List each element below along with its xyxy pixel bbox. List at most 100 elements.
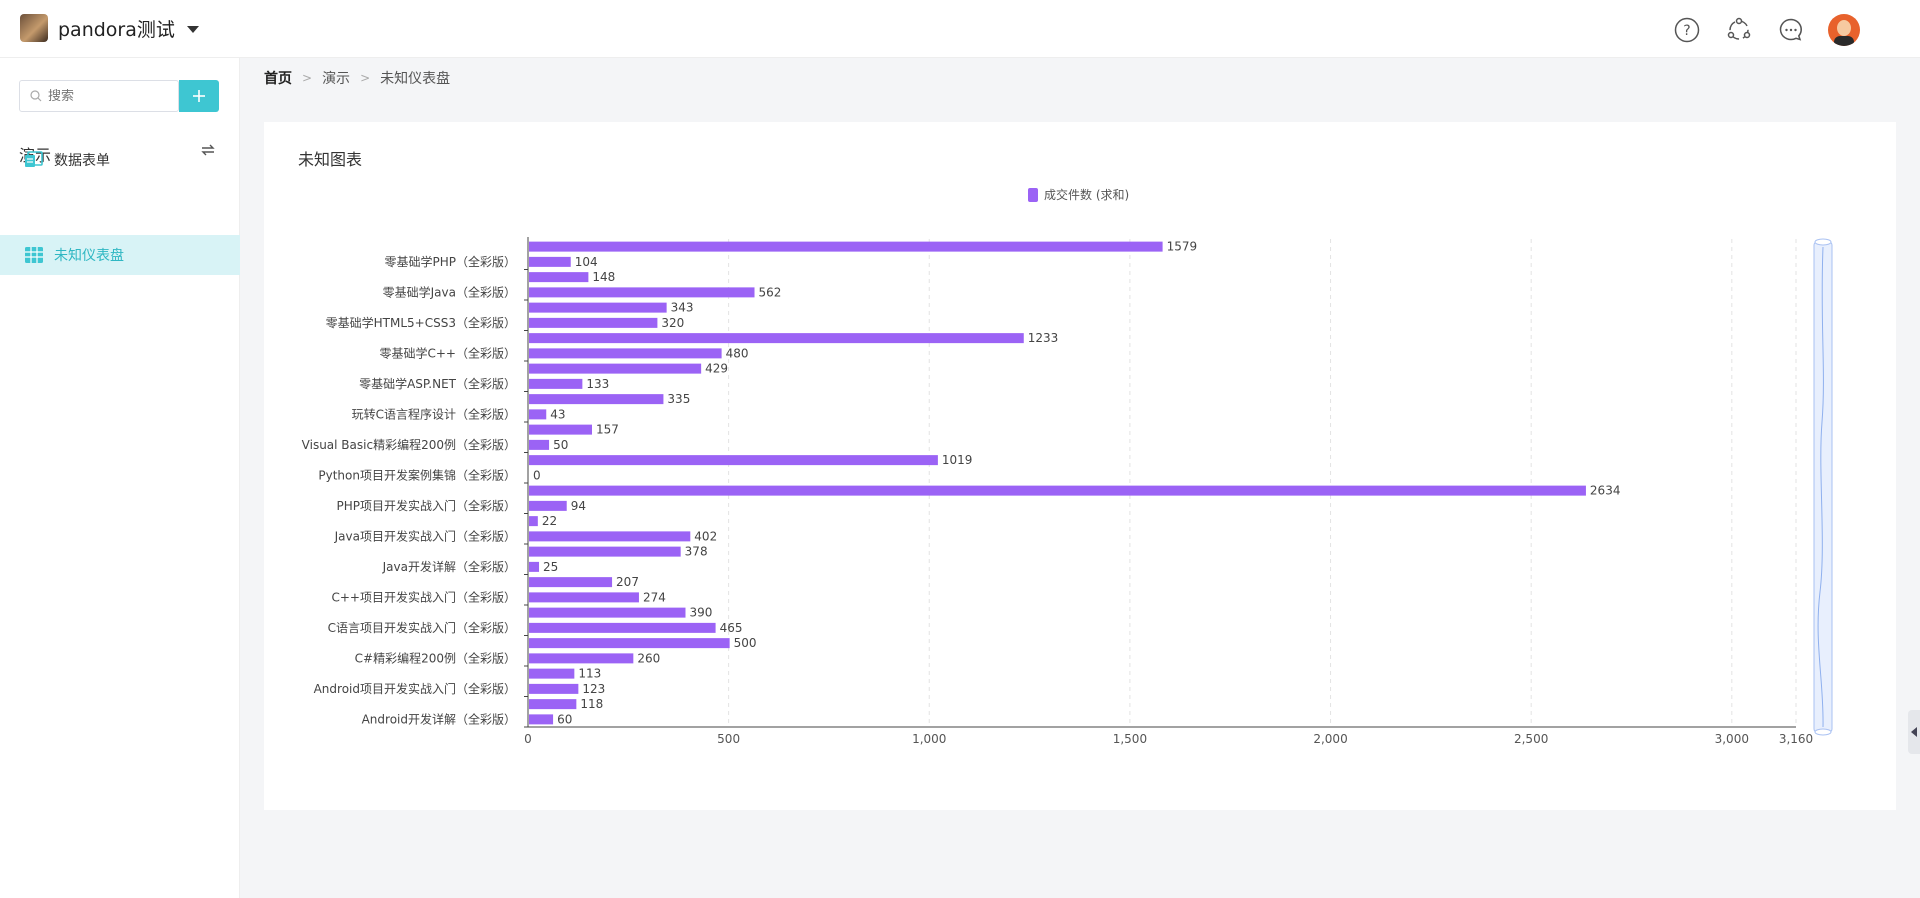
message-icon[interactable] (1776, 15, 1806, 45)
breadcrumb-current: 未知仪表盘 (380, 71, 451, 87)
data-label: 562 (759, 285, 782, 299)
y-tick-label: 零基础学Java（全彩版） (383, 284, 516, 299)
legend-swatch (1028, 187, 1038, 202)
data-label: 22 (542, 514, 557, 528)
bar (529, 531, 691, 542)
caret-left-icon (1911, 727, 1917, 737)
bar (529, 653, 634, 664)
help-icon[interactable]: ? (1672, 15, 1702, 45)
x-tick-label: 3,000 (1715, 732, 1749, 746)
sidebar-item-label: 未知仪表盘 (54, 248, 124, 264)
y-tick-label: Visual Basic精彩编程200例（全彩版） (302, 437, 516, 452)
bar (529, 500, 567, 511)
breadcrumb: 首页 > 演示 > 未知仪表盘 (264, 68, 450, 88)
data-label: 1019 (942, 453, 973, 467)
data-label: 335 (667, 392, 690, 406)
y-tick-label: 玩转C语言程序设计（全彩版） (352, 406, 516, 421)
bar (529, 287, 755, 298)
data-label: 402 (694, 529, 717, 543)
y-tick-label: 零基础学ASP.NET（全彩版） (359, 376, 516, 391)
bar (529, 409, 547, 420)
bar (529, 348, 722, 359)
zoom-slider-trend (1817, 246, 1824, 728)
data-label: 207 (616, 575, 639, 589)
data-label: 133 (586, 377, 609, 391)
data-label: 500 (734, 636, 757, 650)
bar (529, 302, 667, 313)
y-tick-label: Android开发详解（全彩版） (362, 711, 516, 726)
swap-icon[interactable] (200, 142, 216, 162)
search-icon (30, 90, 42, 102)
data-label: 429 (705, 362, 728, 376)
add-button[interactable] (179, 80, 219, 112)
x-tick-label: 2,500 (1514, 732, 1548, 746)
y-tick-label: C++项目开发实战入门（全彩版） (332, 589, 517, 604)
app-logo (20, 14, 48, 42)
data-label: 465 (720, 621, 743, 635)
data-label: 390 (689, 606, 712, 620)
sidebar-item-label: 数据表单 (54, 153, 110, 169)
data-label: 94 (571, 499, 586, 513)
plus-icon (193, 90, 205, 102)
caret-down-icon[interactable] (186, 26, 199, 33)
sidebar-item-unknown-dashboard[interactable]: 未知仪表盘 (0, 235, 240, 275)
bar (529, 577, 613, 588)
y-tick-label: Python项目开发案例集锦（全彩版） (318, 467, 516, 482)
legend-label: 成交件数 (求和) (1044, 188, 1130, 202)
x-tick-label: 3,160 (1779, 732, 1813, 746)
breadcrumb-home[interactable]: 首页 (264, 71, 292, 87)
zoom-handle-bottom (1814, 728, 1832, 736)
search-input[interactable] (48, 88, 158, 104)
bar (529, 333, 1024, 344)
app-switcher[interactable]: pandora测试 (20, 14, 199, 42)
x-tick-label: 0 (524, 732, 532, 746)
form-icon (25, 151, 43, 167)
y-tick-label: 零基础学C++（全彩版） (380, 345, 517, 360)
breadcrumb-demo[interactable]: 演示 (322, 71, 351, 87)
bar (529, 622, 716, 633)
y-tick-label: C语言项目开发实战入门（全彩版） (328, 620, 516, 635)
bar (529, 607, 686, 618)
collapse-handle[interactable] (1908, 710, 1920, 754)
y-tick-label: C#精彩编程200例（全彩版） (355, 650, 516, 665)
bar (529, 256, 571, 267)
chevron-right-icon: > (302, 71, 313, 85)
bar (529, 699, 577, 710)
data-label: 274 (643, 590, 666, 604)
x-tick-label: 1,500 (1113, 732, 1147, 746)
bar (529, 363, 702, 374)
bar (529, 714, 554, 725)
y-tick-label: Java开发详解（全彩版） (382, 559, 516, 574)
data-label: 1233 (1028, 331, 1059, 345)
data-label: 43 (550, 407, 565, 421)
bar (529, 378, 583, 389)
data-label: 0 (533, 468, 541, 482)
bar (529, 272, 589, 283)
data-label: 25 (543, 560, 558, 574)
bar (529, 439, 550, 450)
bar (529, 592, 639, 603)
data-label: 123 (582, 682, 605, 696)
data-label: 104 (575, 255, 598, 269)
bar (529, 455, 938, 466)
bar (529, 424, 592, 435)
user-avatar[interactable] (1828, 14, 1860, 46)
bar (529, 683, 579, 694)
data-label: 60 (557, 712, 572, 726)
y-tick-label: 零基础学HTML5+CSS3（全彩版） (326, 315, 516, 330)
zoom-handle-top (1814, 238, 1832, 246)
sidebar: 演示 数据表单 未知仪表盘 (0, 58, 240, 898)
bar (529, 317, 658, 328)
bar (529, 561, 540, 572)
data-label: 480 (726, 346, 749, 360)
data-label: 343 (671, 301, 694, 315)
data-label: 113 (578, 667, 601, 681)
app-title: pandora测试 (58, 18, 175, 41)
data-label: 50 (553, 438, 568, 452)
bar (529, 485, 1586, 496)
sidebar-item-data-form[interactable]: 数据表单 (0, 140, 240, 180)
bar (529, 546, 681, 557)
search-box[interactable] (19, 80, 179, 112)
share-icon[interactable] (1724, 15, 1754, 45)
chart-legend[interactable]: 成交件数 (求和) (1028, 186, 1129, 203)
